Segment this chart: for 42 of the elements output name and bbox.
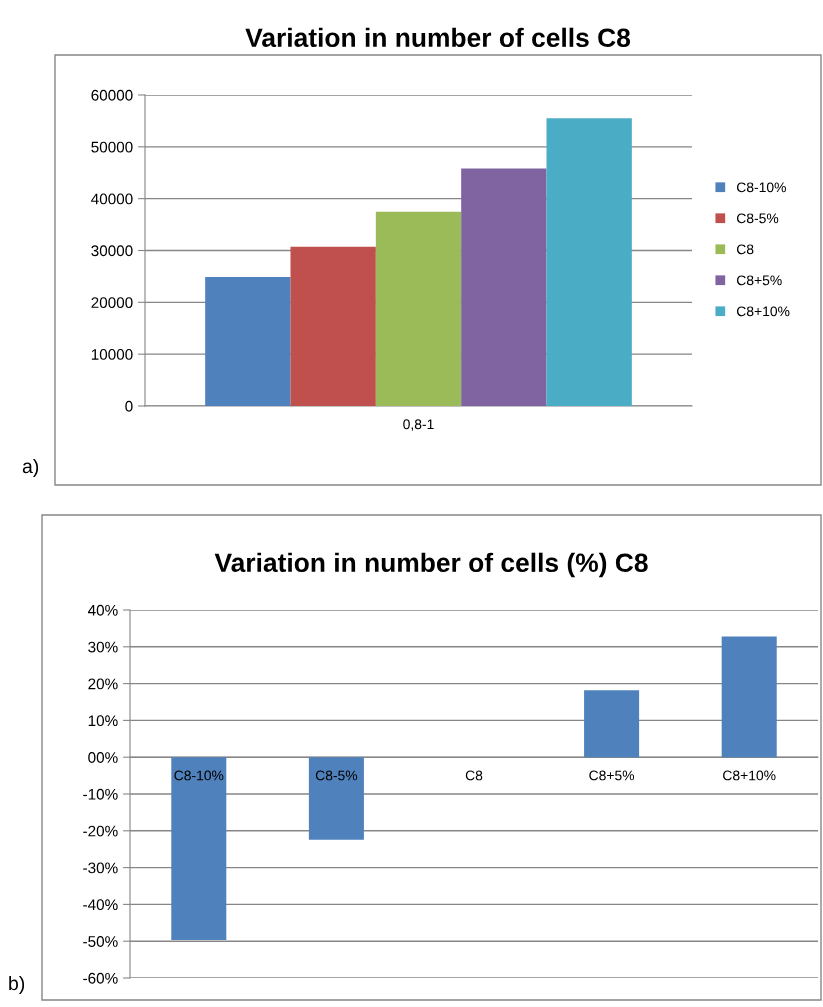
x-tick-label: C8+10%: [723, 770, 776, 781]
y-tick-label: 30000: [91, 245, 133, 257]
x-tick-label: C8-10%: [174, 770, 224, 781]
bar: [171, 757, 227, 941]
y-tick-label: -20%: [83, 825, 118, 837]
y-tick-label: 0: [125, 400, 133, 412]
y-tick-label: -50%: [83, 936, 118, 947]
bar: [375, 211, 462, 406]
bar: [721, 636, 777, 758]
y-tick-label: 10%: [88, 715, 118, 727]
y-tick-label: -10%: [83, 788, 118, 800]
y-tick-label: 20000: [91, 297, 133, 309]
bar: [584, 690, 640, 758]
bar: [205, 276, 291, 406]
chart-title: Variation in number of cells (%) C8: [214, 552, 648, 578]
y-tick-label: 30%: [88, 641, 118, 653]
y-tick-label: -40%: [83, 899, 118, 911]
y-tick-label: 00%: [88, 752, 118, 763]
legend-label: C8+5%: [736, 275, 782, 286]
bar: [290, 246, 376, 406]
legend-label: C8+10%: [736, 306, 790, 317]
x-tick-label: C8: [465, 770, 483, 781]
bar: [546, 118, 632, 406]
y-tick-label: 50000: [91, 141, 133, 153]
y-tick-label: 10000: [91, 349, 133, 360]
x-tick-label: C8+5%: [589, 770, 635, 781]
x-tick-label: C8-5%: [315, 770, 358, 781]
y-tick-label: 40%: [87, 604, 118, 616]
text: b): [9, 975, 25, 995]
bar: [308, 757, 364, 840]
legend-label: C8: [736, 244, 754, 255]
x-tick-label: 0,8-1: [403, 419, 434, 431]
legend-label: C8-10%: [736, 182, 786, 193]
y-tick-label: -60%: [83, 972, 118, 984]
text: a): [22, 458, 39, 478]
y-tick-label: 20%: [88, 678, 118, 690]
y-tick-label: 40000: [91, 193, 133, 205]
y-tick-label: 60000: [91, 89, 133, 101]
bar: [461, 168, 547, 406]
y-tick-label: -30%: [83, 862, 118, 874]
legend-label: C8-5%: [736, 213, 779, 224]
chart-title: Variation in number of cells C8: [245, 27, 631, 48]
